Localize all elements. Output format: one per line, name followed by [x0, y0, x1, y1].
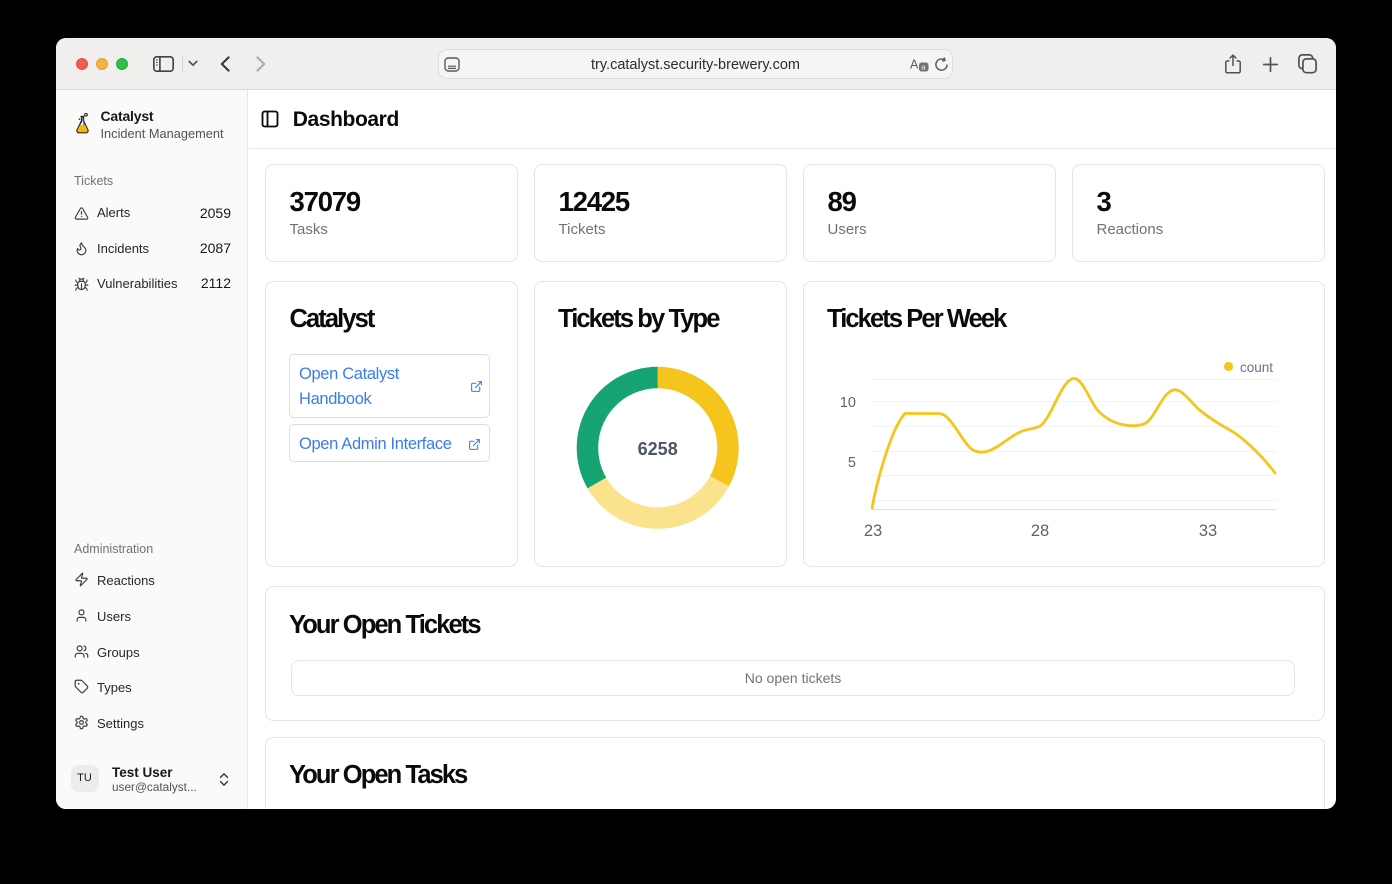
svg-text:a: a: [921, 62, 926, 71]
svg-text:A: A: [910, 57, 919, 71]
